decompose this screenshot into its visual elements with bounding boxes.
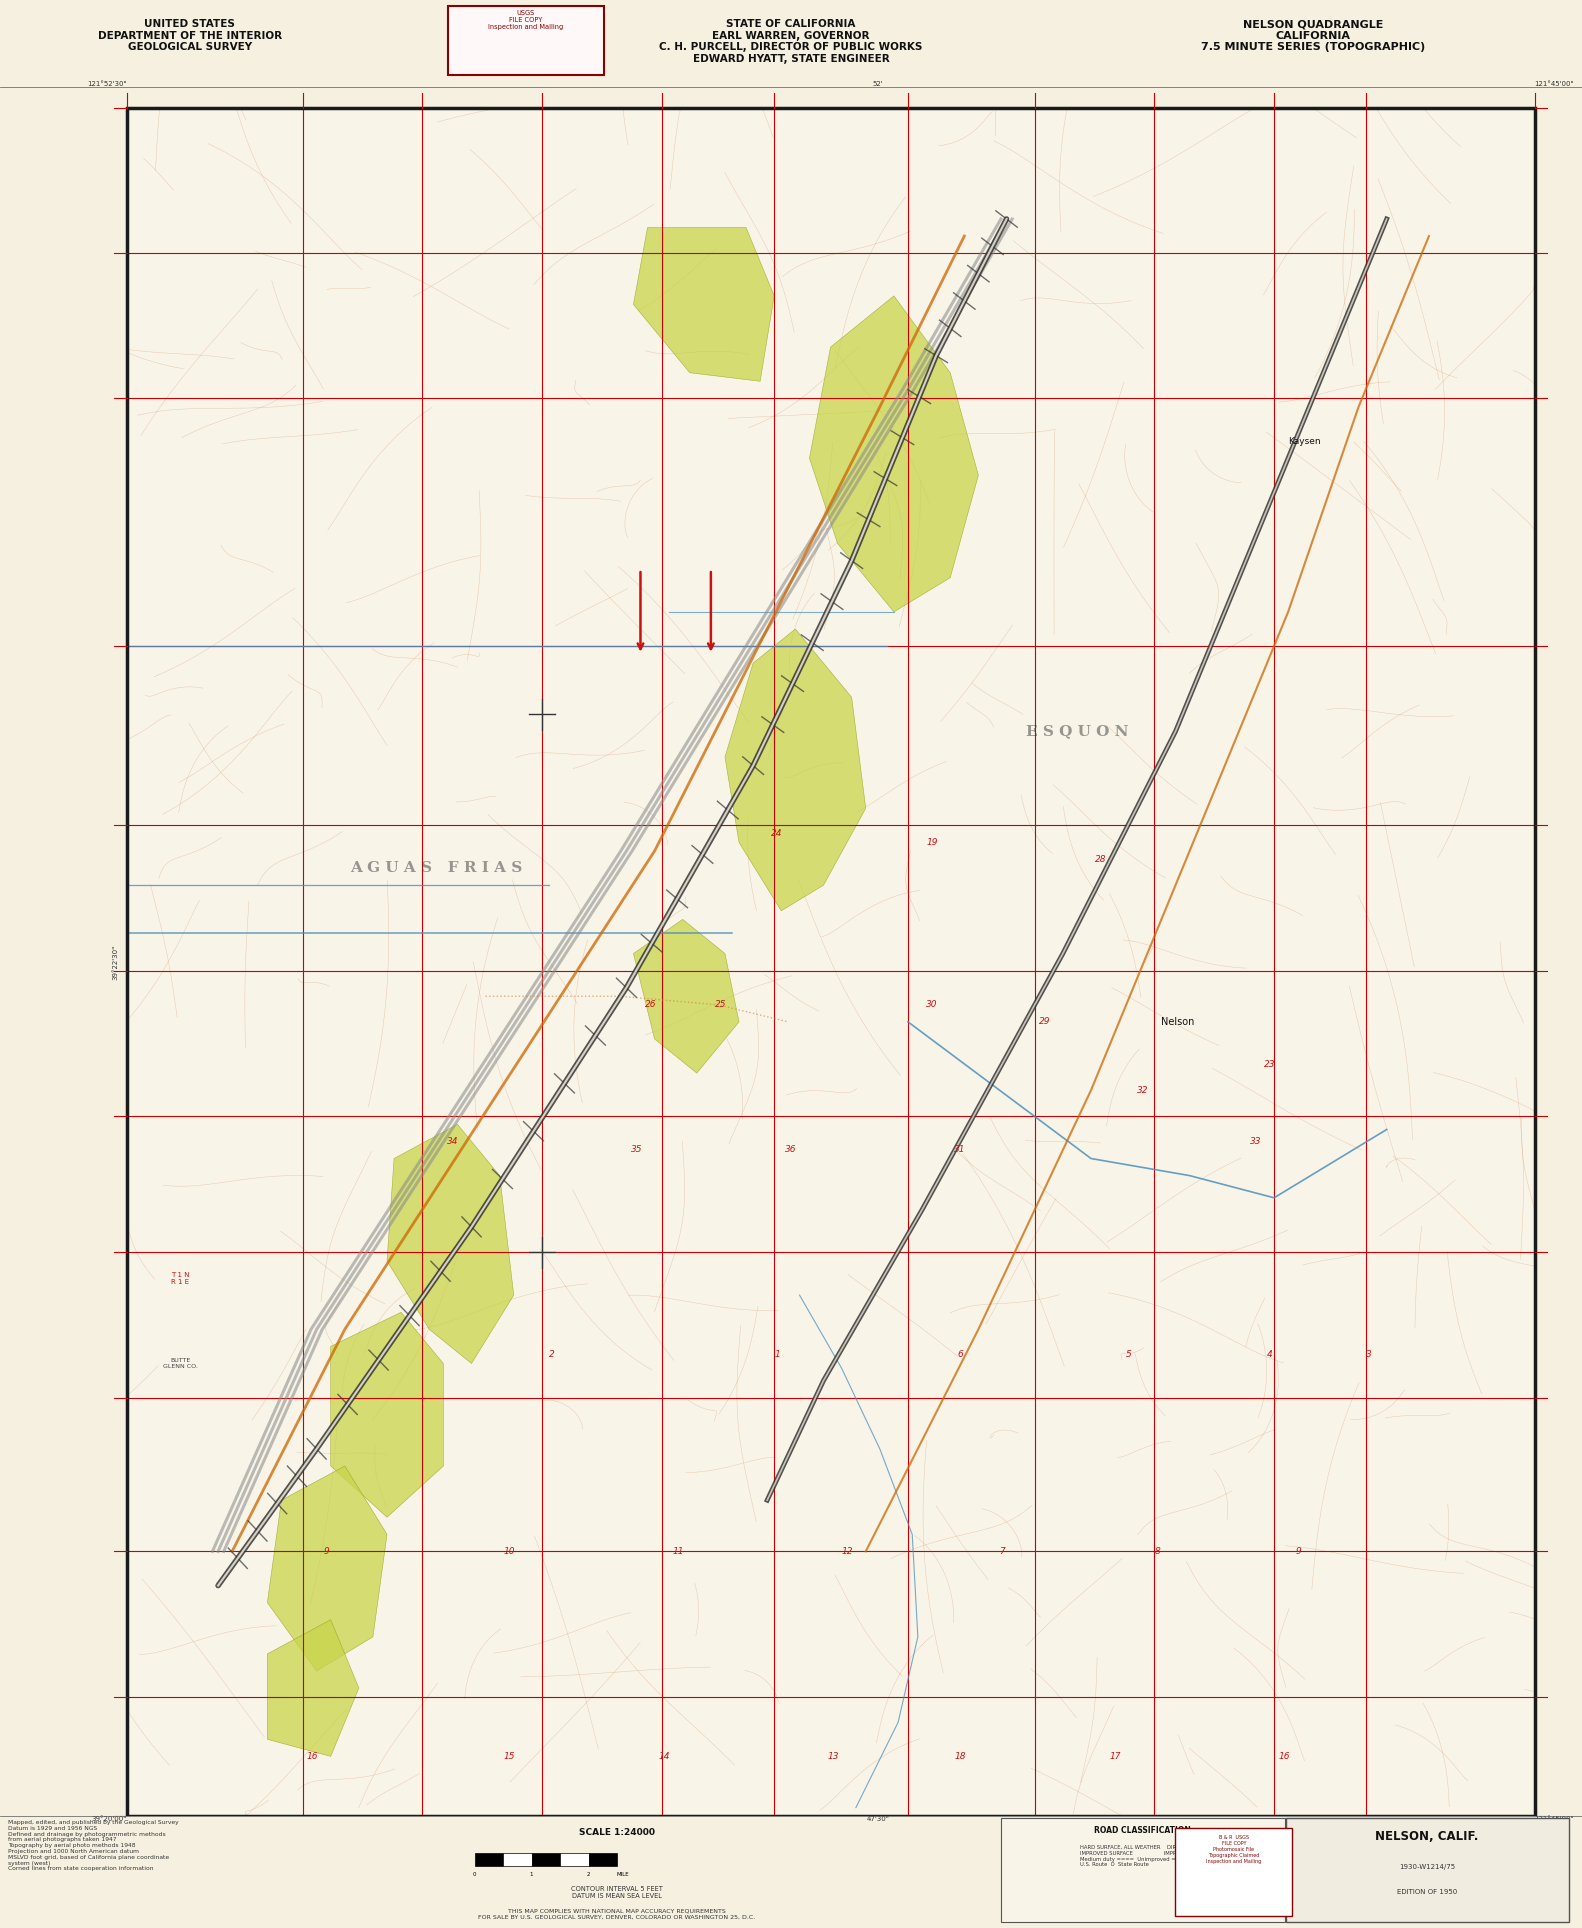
Text: 7: 7 xyxy=(1000,1546,1005,1556)
Text: 17: 17 xyxy=(1109,1753,1120,1760)
Text: THIS MAP COMPLIES WITH NATIONAL MAP ACCURACY REQUIREMENTS
FOR SALE BY U.S. GEOLO: THIS MAP COMPLIES WITH NATIONAL MAP ACCU… xyxy=(478,1909,756,1920)
Text: 4: 4 xyxy=(1267,1350,1272,1359)
Text: 2: 2 xyxy=(549,1350,555,1359)
Polygon shape xyxy=(810,295,978,611)
Bar xyxy=(503,1853,532,1866)
Text: 1930-W1214/75: 1930-W1214/75 xyxy=(1398,1864,1455,1870)
Text: 23: 23 xyxy=(1264,1060,1275,1068)
Text: ROAD CLASSIFICATION: ROAD CLASSIFICATION xyxy=(1093,1826,1191,1835)
Text: 6: 6 xyxy=(957,1350,963,1359)
Text: SCALE 1:24000: SCALE 1:24000 xyxy=(579,1828,655,1837)
Text: 0: 0 xyxy=(473,1872,476,1878)
Text: UNITED STATES
DEPARTMENT OF THE INTERIOR
GEOLOGICAL SURVEY: UNITED STATES DEPARTMENT OF THE INTERIOR… xyxy=(98,19,282,52)
Text: 11: 11 xyxy=(672,1546,685,1556)
Text: T 1 N
R 1 E: T 1 N R 1 E xyxy=(171,1272,190,1284)
FancyBboxPatch shape xyxy=(1286,1818,1569,1922)
Text: 16: 16 xyxy=(1278,1753,1289,1760)
Text: 10: 10 xyxy=(503,1546,516,1556)
Text: E S Q U O N: E S Q U O N xyxy=(1025,725,1128,738)
Bar xyxy=(475,1853,503,1866)
Text: 8: 8 xyxy=(1155,1546,1160,1556)
Text: A G U A S   F R I A S: A G U A S F R I A S xyxy=(350,862,522,875)
Text: 16: 16 xyxy=(307,1753,318,1760)
Text: 36: 36 xyxy=(785,1145,797,1155)
Text: STATE OF CALIFORNIA
EARL WARREN, GOVERNOR
C. H. PURCELL, DIRECTOR OF PUBLIC WORK: STATE OF CALIFORNIA EARL WARREN, GOVERNO… xyxy=(660,19,922,64)
Text: 14: 14 xyxy=(658,1753,671,1760)
Text: CONTOUR INTERVAL 5 FEET
DATUM IS MEAN SEA LEVEL: CONTOUR INTERVAL 5 FEET DATUM IS MEAN SE… xyxy=(571,1886,663,1899)
Polygon shape xyxy=(633,228,774,382)
Text: 47'30": 47'30" xyxy=(867,1816,889,1822)
Bar xyxy=(127,108,1535,1816)
Text: BUTTE
GLENN CO.: BUTTE GLENN CO. xyxy=(163,1357,198,1369)
Text: 31: 31 xyxy=(954,1145,967,1155)
Text: 121°52'30": 121°52'30" xyxy=(87,81,127,87)
Text: Kaysen: Kaysen xyxy=(1288,436,1321,445)
Bar xyxy=(127,108,1535,1816)
Text: Mapped, edited, and published by the Geological Survey
Datum is 1929 and 1956 NG: Mapped, edited, and published by the Geo… xyxy=(8,1820,179,1872)
Polygon shape xyxy=(267,1465,388,1672)
Polygon shape xyxy=(331,1313,443,1517)
Text: B & R  USGS
FILE COPY
Photomosaic File
Topographic Claimed
Inspection and Mailin: B & R USGS FILE COPY Photomosaic File To… xyxy=(1207,1835,1261,1864)
Text: 9: 9 xyxy=(1296,1546,1300,1556)
Polygon shape xyxy=(388,1124,514,1363)
Text: 1: 1 xyxy=(530,1872,533,1878)
Text: 28: 28 xyxy=(1095,856,1107,864)
Bar xyxy=(589,1853,617,1866)
Text: 33: 33 xyxy=(1250,1138,1261,1145)
FancyBboxPatch shape xyxy=(448,6,604,75)
Text: 26: 26 xyxy=(644,1001,657,1008)
Bar xyxy=(0,0,1582,87)
Text: 39°22'30": 39°22'30" xyxy=(112,945,119,979)
Text: 52': 52' xyxy=(873,81,883,87)
Text: 15: 15 xyxy=(503,1753,516,1760)
Text: 34: 34 xyxy=(448,1138,459,1145)
Polygon shape xyxy=(725,629,865,910)
Text: 2: 2 xyxy=(587,1872,590,1878)
Text: 39°20'00": 39°20'00" xyxy=(92,1816,127,1822)
Text: 1: 1 xyxy=(774,1350,780,1359)
Text: 3: 3 xyxy=(1365,1350,1372,1359)
Text: MILE: MILE xyxy=(617,1872,630,1878)
Text: 19: 19 xyxy=(925,839,938,846)
Text: 35: 35 xyxy=(631,1145,642,1155)
Text: 18: 18 xyxy=(954,1753,967,1760)
Text: 30: 30 xyxy=(925,1001,938,1008)
Text: EDITION OF 1950: EDITION OF 1950 xyxy=(1397,1889,1457,1895)
Polygon shape xyxy=(267,1620,359,1756)
Text: USGS
FILE COPY
Inspection and Mailing: USGS FILE COPY Inspection and Mailing xyxy=(487,10,563,29)
Text: 12: 12 xyxy=(842,1546,853,1556)
Bar xyxy=(532,1853,560,1866)
Text: 121°45'00": 121°45'00" xyxy=(1535,1816,1574,1822)
Text: HARD SURFACE, ALL WEATHER    DIRT OR LIGHT
IMPROVED SURFACE                   IM: HARD SURFACE, ALL WEATHER DIRT OR LIGHT … xyxy=(1079,1845,1205,1868)
Bar xyxy=(0,1816,1582,1928)
Text: Nelson: Nelson xyxy=(1161,1016,1194,1028)
Text: NELSON QUADRANGLE
CALIFORNIA
7.5 MINUTE SERIES (TOPOGRAPHIC): NELSON QUADRANGLE CALIFORNIA 7.5 MINUTE … xyxy=(1201,19,1425,52)
Text: 121°45'00": 121°45'00" xyxy=(1535,81,1574,87)
Text: NELSON, CALIF.: NELSON, CALIF. xyxy=(1375,1830,1479,1843)
FancyBboxPatch shape xyxy=(1001,1818,1285,1922)
Text: 32: 32 xyxy=(1137,1085,1149,1095)
Text: 5: 5 xyxy=(1126,1350,1131,1359)
Text: 9: 9 xyxy=(324,1546,329,1556)
Bar xyxy=(560,1853,589,1866)
Polygon shape xyxy=(633,920,739,1074)
FancyBboxPatch shape xyxy=(1175,1828,1292,1916)
Text: 24: 24 xyxy=(772,829,783,839)
Text: 13: 13 xyxy=(827,1753,838,1760)
Text: 29: 29 xyxy=(1039,1018,1050,1026)
Text: 25: 25 xyxy=(715,1001,726,1008)
